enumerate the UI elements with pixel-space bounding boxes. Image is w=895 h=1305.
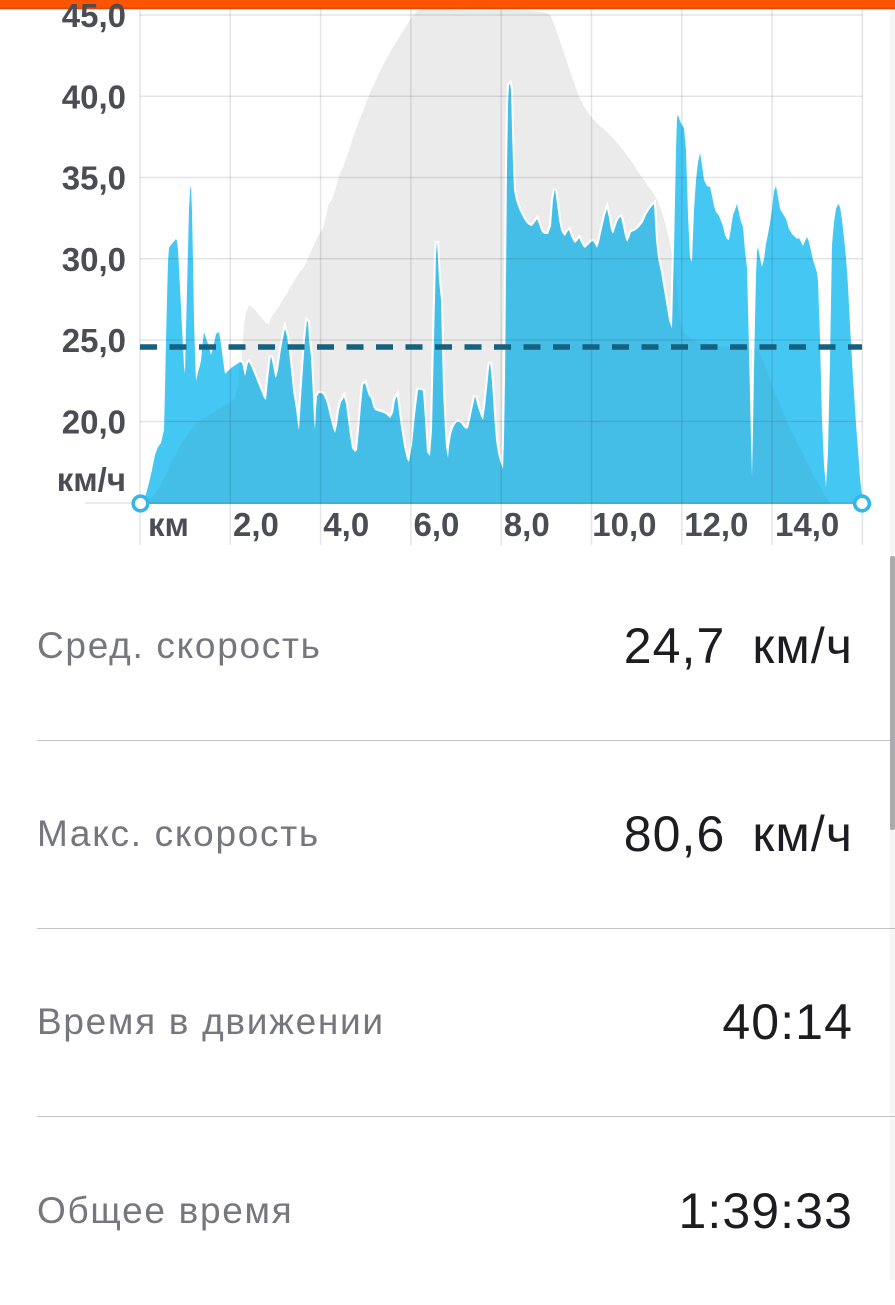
svg-text:40,0: 40,0 [62, 78, 126, 115]
svg-text:8,0: 8,0 [504, 506, 550, 543]
svg-text:10,0: 10,0 [592, 506, 656, 543]
svg-text:14,0: 14,0 [775, 506, 839, 543]
svg-text:12,0: 12,0 [684, 506, 748, 543]
svg-text:20,0: 20,0 [62, 404, 126, 441]
svg-text:30,0: 30,0 [62, 241, 126, 278]
svg-text:25,0: 25,0 [62, 322, 126, 359]
svg-text:2,0: 2,0 [233, 506, 279, 543]
svg-text:км: км [148, 506, 189, 543]
svg-text:35,0: 35,0 [62, 160, 126, 197]
svg-text:км/ч: км/ч [57, 461, 126, 498]
svg-text:6,0: 6,0 [414, 506, 460, 543]
svg-text:4,0: 4,0 [323, 506, 369, 543]
svg-text:45,0: 45,0 [62, 0, 126, 34]
